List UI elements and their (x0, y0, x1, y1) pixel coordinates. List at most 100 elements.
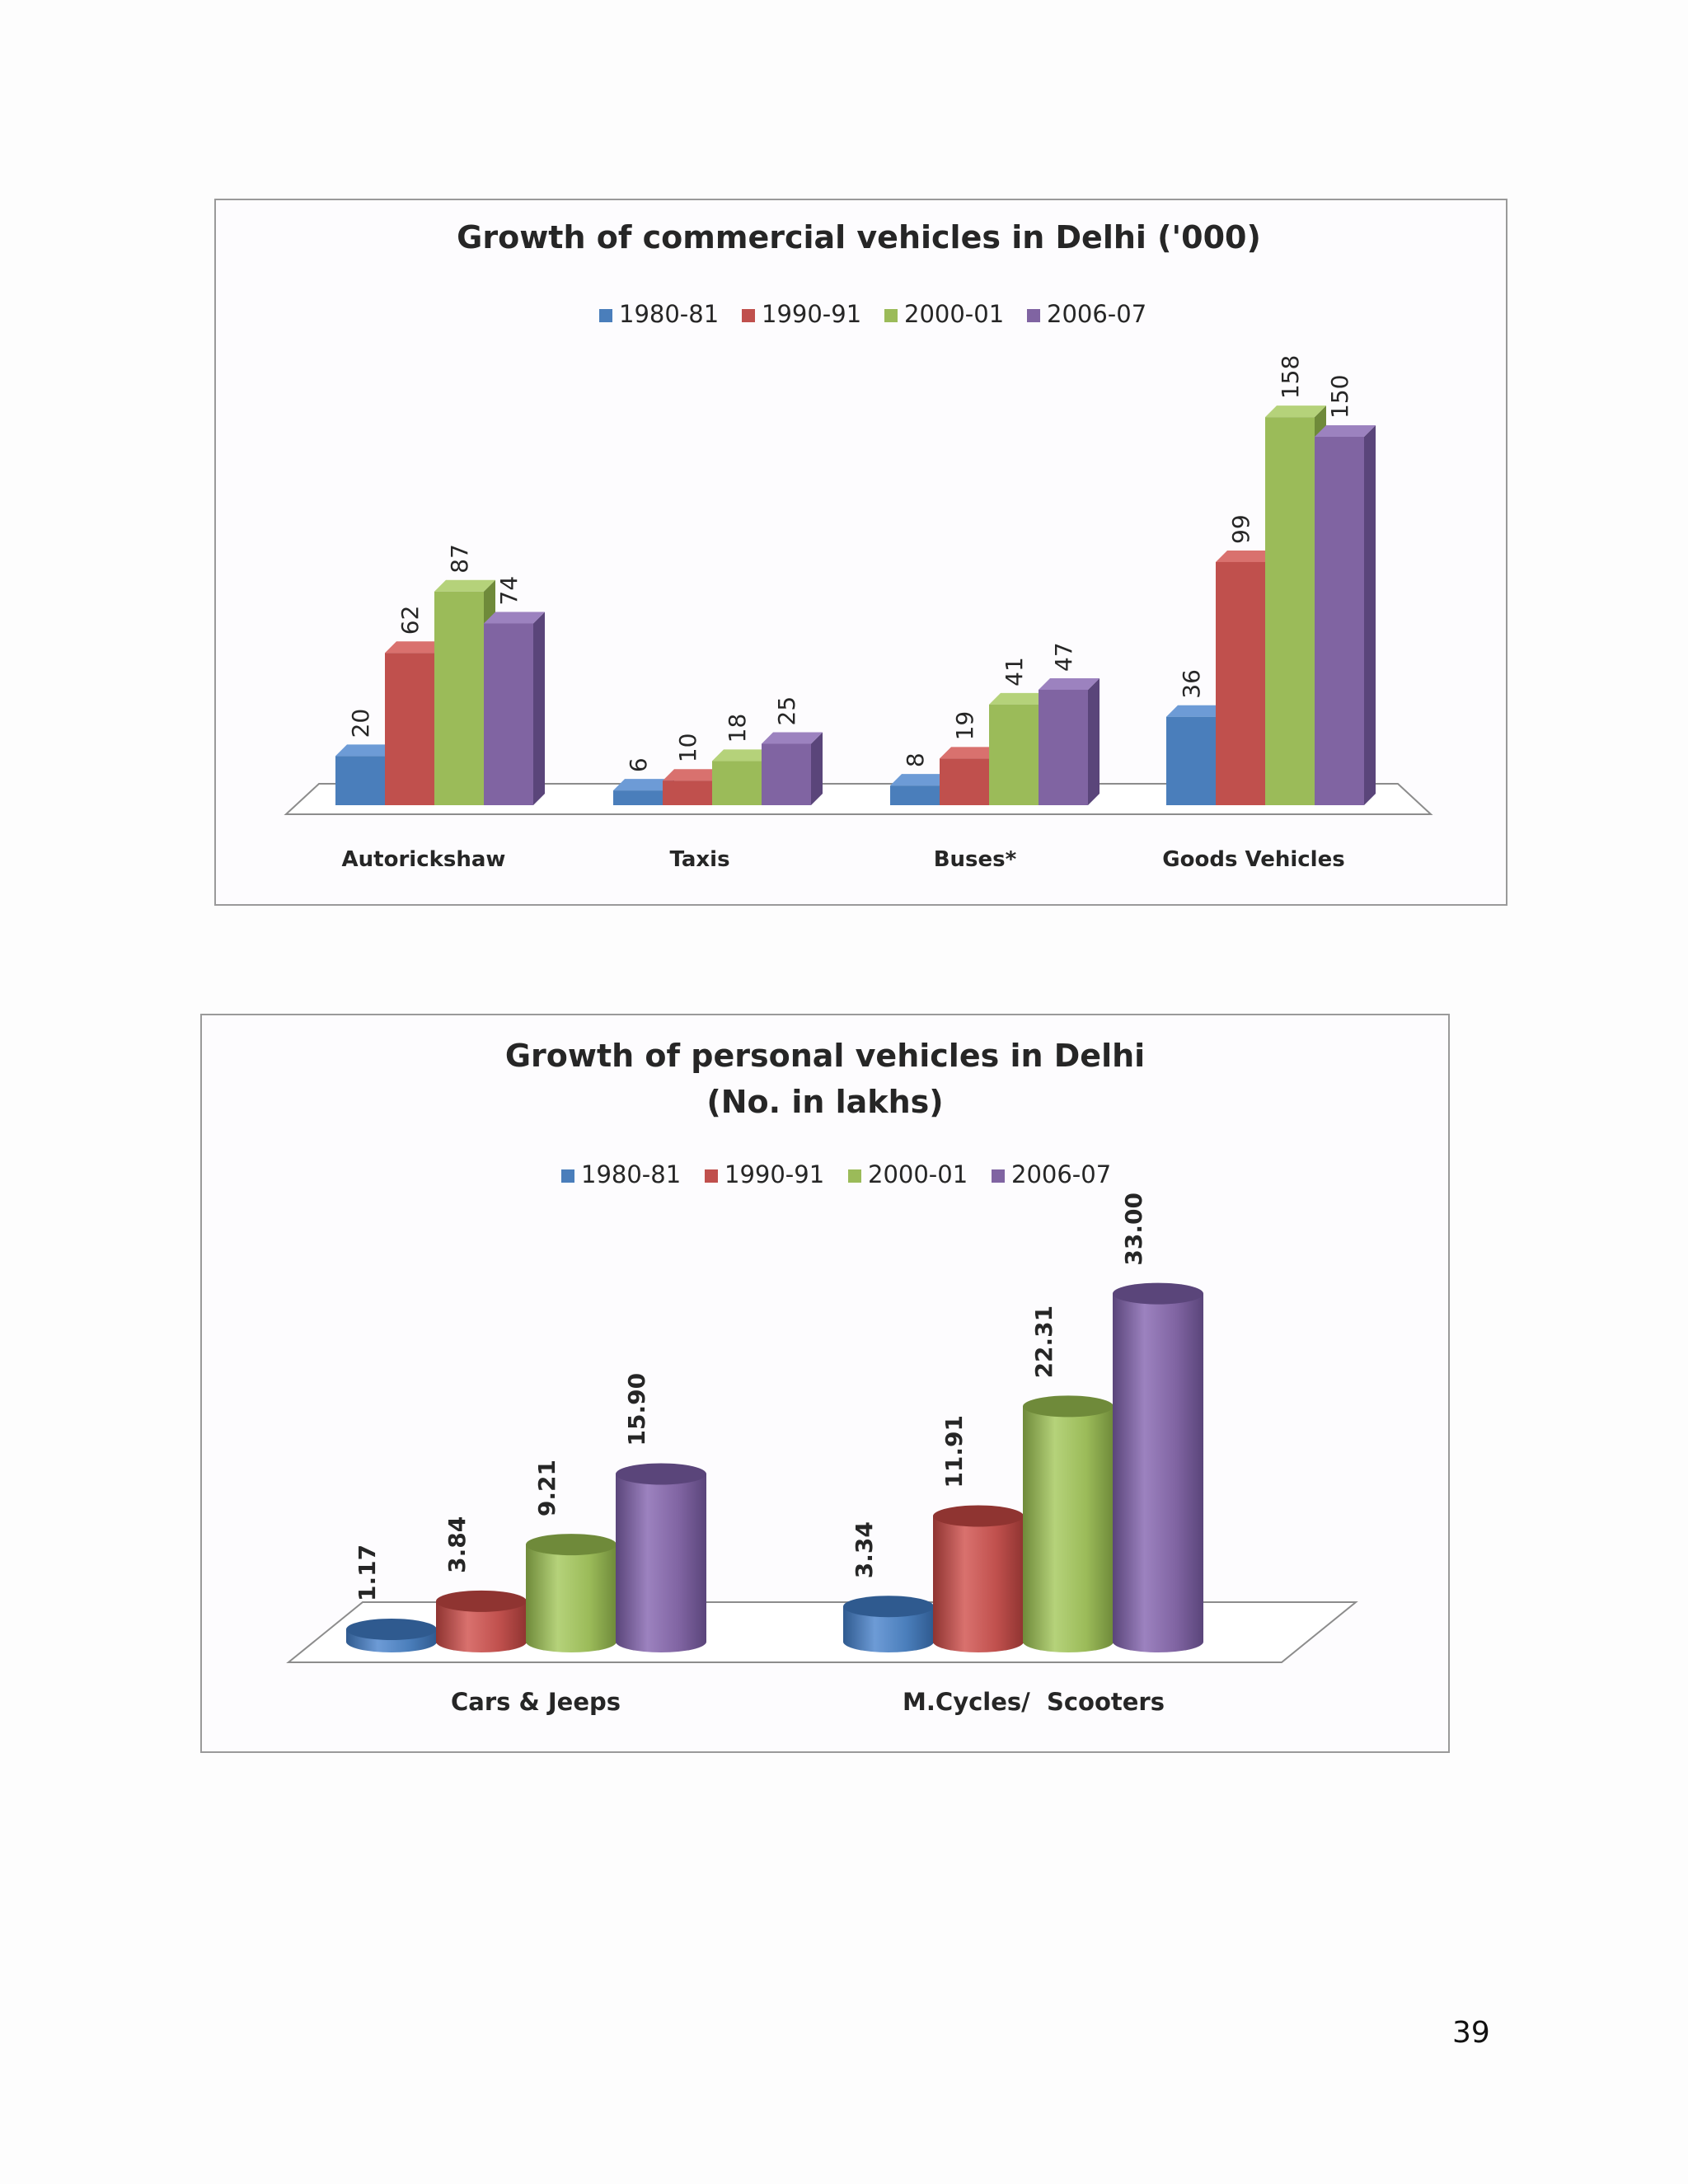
category-label-1: Taxis (669, 847, 729, 872)
legend-swatch-2006-07 (992, 1169, 1005, 1183)
bar-front (989, 704, 1039, 805)
legend-label-2000-01: 2000-01 (868, 1160, 968, 1188)
value-label-M.Cycles/ Scooters-1980-81: 3.34 (851, 1521, 878, 1578)
bar-side (1088, 677, 1100, 805)
cylinders: 1.17 3.84 9.21 15.90 3.34 11.91 22.31 33.00 (346, 1193, 1203, 1652)
cylinder-top (1113, 1282, 1203, 1305)
bar-side (811, 732, 823, 805)
cylinder-top (616, 1463, 706, 1485)
cylinder-Cars & Jeeps-2000-01: 9.21 (526, 1460, 617, 1652)
legend-label-2000-01: 2000-01 (904, 300, 1004, 328)
cylinder-Cars & Jeeps-2006-07: 15.90 (616, 1373, 706, 1652)
bar-front (1216, 561, 1265, 805)
floor-plane (284, 783, 1433, 815)
cylinder-top (933, 1505, 1024, 1527)
cylinder-top (526, 1534, 617, 1556)
personal-vehicles-chart-svg: Growth of personal vehicles in Delhi (No… (286, 1038, 1358, 1716)
legend: 1980-81 1990-91 2000-01 2006-07 (599, 300, 1146, 328)
cylinder-M.Cycles/ Scooters-2000-01: 22.31 (1023, 1305, 1114, 1652)
bar-front (335, 756, 385, 805)
commercial-vehicles-chart-svg: Growth of commercial vehicles in Delhi (… (284, 219, 1433, 872)
value-label-Cars & Jeeps-1990-91: 3.84 (443, 1516, 471, 1573)
cylinder-body (843, 1606, 934, 1652)
value-label-Goods Vehicles-1990-91: 99 (1227, 514, 1254, 544)
cylinder-body (436, 1601, 527, 1652)
bar-side (1364, 425, 1376, 805)
category-label-3: Goods Vehicles (1162, 847, 1344, 872)
bar-top (762, 732, 823, 744)
bar-top (385, 641, 446, 654)
value-label-Goods Vehicles-1980-81: 36 (1178, 669, 1205, 699)
value-label-Buses*-1980-81: 8 (902, 752, 929, 767)
commercial-vehicles-chart: Growth of commercial vehicles in Delhi (… (214, 199, 1507, 906)
bar-top (1216, 550, 1277, 562)
bar-front (890, 785, 940, 805)
value-label-Cars & Jeeps-2000-01: 9.21 (533, 1460, 560, 1516)
legend-label-1980-81: 1980-81 (581, 1160, 681, 1188)
legend-swatch-2000-01 (848, 1169, 861, 1183)
cylinder-top (1023, 1395, 1114, 1418)
category-labels: Cars & Jeeps M.Cycles/ Scooters (451, 1688, 1165, 1716)
cylinder-top (436, 1590, 527, 1612)
bar-front (940, 758, 989, 805)
legend-swatch-1980-81 (599, 309, 612, 322)
bar-front (762, 743, 811, 805)
personal-vehicles-chart: Growth of personal vehicles in Delhi (No… (200, 1014, 1450, 1753)
legend-label-2006-07: 2006-07 (1011, 1160, 1111, 1188)
bar-Autorickshaw-1980-81: 20 (335, 709, 396, 805)
bar-front (385, 653, 434, 805)
cylinder-top (843, 1596, 934, 1618)
bar-top (484, 612, 545, 624)
value-label-Cars & Jeeps-1980-81: 1.17 (354, 1544, 381, 1601)
cylinder-body (1113, 1293, 1203, 1652)
legend-swatch-1980-81 (561, 1169, 574, 1183)
bar-front (1166, 716, 1216, 805)
bar-front (1315, 437, 1364, 805)
bar-top (1166, 705, 1227, 717)
value-label-Goods Vehicles-2000-01: 158 (1277, 355, 1304, 399)
bar-top (1039, 677, 1100, 690)
chart-title-line-1: Growth of personal vehicles in Delhi (505, 1038, 1145, 1074)
value-label-Taxis-2000-01: 18 (724, 714, 751, 743)
value-label-M.Cycles/ Scooters-2006-07: 33.00 (1120, 1193, 1147, 1266)
cylinder-body (1023, 1406, 1114, 1652)
bar-Taxis-2006-07: 25 (762, 696, 823, 805)
bars: 20 62 87 74 6 10 18 25 8 19 41 47 36 99 158 150 (335, 355, 1376, 805)
bar-front (1039, 689, 1088, 805)
value-label-Autorickshaw-1990-91: 62 (396, 606, 424, 635)
value-label-Taxis-1990-91: 10 (674, 733, 701, 763)
legend-label-1980-81: 1980-81 (619, 300, 719, 328)
cylinder-M.Cycles/ Scooters-2006-07: 33.00 (1113, 1193, 1203, 1652)
bar-top (1315, 425, 1376, 437)
value-label-Autorickshaw-1980-81: 20 (347, 709, 374, 738)
chart-title: Growth of commercial vehicles in Delhi (… (457, 219, 1261, 255)
bar-Buses*-1980-81: 8 (890, 752, 951, 805)
legend-swatch-2000-01 (884, 309, 898, 322)
bar-top (335, 744, 396, 757)
value-label-Buses*-2000-01: 41 (1001, 657, 1028, 687)
value-label-Autorickshaw-2006-07: 74 (495, 576, 523, 606)
value-label-M.Cycles/ Scooters-1990-91: 11.91 (940, 1415, 968, 1488)
cylinder-body (933, 1516, 1024, 1652)
page-number: 39 (1452, 2016, 1490, 2050)
bar-Goods Vehicles-2006-07: 150 (1315, 375, 1376, 805)
legend-swatch-2006-07 (1027, 309, 1040, 322)
bar-front (1265, 417, 1315, 805)
cylinder-M.Cycles/ Scooters-1980-81: 3.34 (843, 1521, 934, 1652)
legend-swatch-1990-91 (742, 309, 755, 322)
cylinder-Cars & Jeeps-1990-91: 3.84 (436, 1516, 527, 1652)
legend-label-1990-91: 1990-91 (762, 300, 861, 328)
cylinder-M.Cycles/ Scooters-1990-91: 11.91 (933, 1415, 1024, 1652)
category-label-1: M.Cycles/ Scooters (903, 1688, 1165, 1716)
bar-side (533, 612, 545, 805)
bar-Buses*-2006-07: 47 (1039, 642, 1100, 805)
bar-front (434, 591, 484, 805)
bar-top (613, 779, 674, 791)
bar-top (989, 692, 1050, 705)
cylinder-body (616, 1474, 706, 1652)
bar-top (940, 747, 1001, 759)
value-label-Buses*-2006-07: 47 (1050, 642, 1077, 672)
category-label-2: Buses* (934, 847, 1017, 872)
value-label-Autorickshaw-2000-01: 87 (446, 544, 473, 574)
legend-label-2006-07: 2006-07 (1047, 300, 1146, 328)
